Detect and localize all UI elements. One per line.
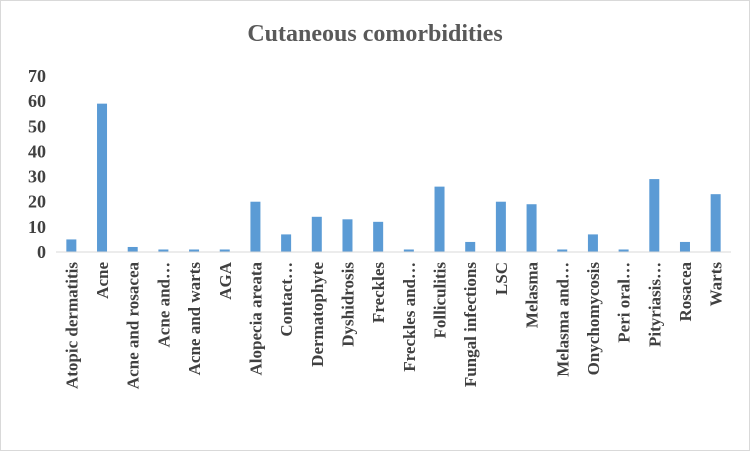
bar (526, 204, 537, 252)
y-tick-label: 60 (28, 91, 46, 111)
bar (557, 249, 568, 252)
bar (66, 239, 77, 252)
x-tick-label: Pityriasis… (645, 262, 664, 347)
x-axis-tick-labels: Atopic dermatitis Acne Acne and rosacea Acn… (62, 261, 725, 389)
bar (189, 249, 200, 252)
bar (403, 249, 414, 252)
x-tick-label: Dyshidrosis (338, 262, 357, 347)
x-tick-label: Acne and warts (185, 262, 204, 376)
y-tick-label: 30 (28, 167, 46, 187)
bar (250, 201, 261, 252)
y-tick-label: 0 (37, 242, 46, 262)
x-tick-label: Peri oral… (615, 262, 634, 343)
x-tick-label: Alopecia areata (246, 262, 265, 376)
bar (127, 246, 138, 252)
x-tick-label: Rosacea (676, 262, 695, 322)
x-tick-label: LSC (492, 262, 511, 295)
bar (158, 249, 169, 252)
x-tick-label: Melasma and… (553, 262, 572, 377)
x-tick-label: Onychomycosis (584, 262, 603, 376)
x-tick-label: Acne (93, 262, 112, 299)
x-tick-label: Atopic dermatitis (62, 262, 81, 389)
y-tick-label: 70 (28, 66, 46, 86)
x-tick-label: Acne and… (154, 262, 173, 347)
bar (97, 103, 108, 253)
x-tick-label: Contact… (277, 262, 296, 337)
x-tick-label: AGA (216, 261, 235, 300)
bar (618, 249, 629, 252)
bar (587, 234, 598, 252)
x-tick-label: Freckles and… (400, 262, 419, 372)
chart-title: Cutaneous comorbidities (247, 21, 502, 47)
bar (434, 186, 445, 252)
bar (373, 221, 384, 252)
y-tick-label: 20 (28, 192, 46, 212)
bar (465, 241, 476, 252)
bars (66, 103, 721, 253)
x-tick-label: Fungal infections (461, 262, 480, 388)
bar (281, 234, 292, 252)
bar (342, 219, 353, 252)
bar (710, 194, 721, 252)
x-tick-label: Freckles (369, 262, 388, 323)
bar (219, 249, 230, 252)
x-tick-label: Dermatophyte (308, 262, 327, 367)
bar (649, 179, 660, 252)
y-tick-label: 10 (28, 217, 46, 237)
x-tick-label: Acne and rosacea (124, 262, 143, 390)
bar (679, 241, 690, 252)
y-tick-label: 40 (28, 141, 46, 161)
x-tick-label: Melasma (523, 262, 542, 329)
y-tick-label: 50 (28, 116, 46, 136)
bar (495, 201, 506, 252)
x-tick-label: Folliculitis (431, 262, 450, 339)
x-tick-label: Warts (707, 262, 726, 307)
y-axis: 0 10 20 30 40 50 60 70 (28, 66, 46, 262)
bar (311, 216, 322, 252)
